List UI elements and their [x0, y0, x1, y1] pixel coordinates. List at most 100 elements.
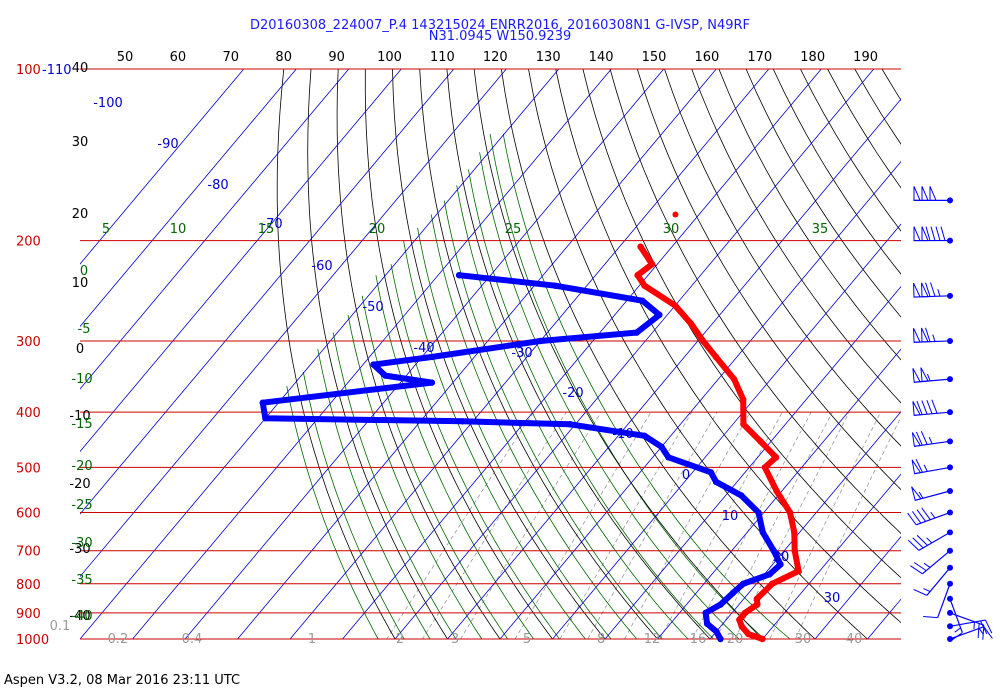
dewpoint-profile-point	[717, 601, 724, 608]
isotherm	[80, 69, 507, 578]
dewpoint-profile-point	[656, 311, 663, 319]
wind-barb-feather	[913, 562, 927, 572]
temperature-profile-point	[772, 454, 780, 461]
wind-barb-feather	[915, 431, 923, 446]
wind-barb-feather	[931, 399, 938, 414]
isotherm-label: -40	[413, 341, 434, 356]
dry-adiabat	[446, 69, 711, 639]
top-axis-label: 130	[536, 50, 561, 65]
wind-barb-feather	[916, 400, 923, 415]
wind-barb-staff	[915, 511, 951, 526]
wind-barb-half-feather	[927, 373, 931, 382]
dewpoint-profile-point	[738, 492, 745, 499]
isobars	[80, 68, 901, 640]
dewpoint-profile-point	[740, 580, 747, 587]
wind-barb-feather	[925, 327, 931, 342]
isotherm	[132, 69, 612, 639]
wind-barb-flag	[921, 282, 929, 298]
temperature-profile	[634, 243, 802, 642]
pressure-tick-label: 400	[16, 406, 41, 421]
wind-barb	[911, 431, 953, 447]
moist-adiabat	[502, 133, 791, 639]
isotherm	[867, 598, 901, 639]
isotherm	[762, 473, 901, 639]
theta-w-label: 15	[258, 222, 275, 237]
wind-barb-flag	[911, 459, 922, 475]
pressure-tick-label: 1000	[16, 633, 49, 648]
moist-adiabat-label: -40	[71, 609, 92, 624]
moist-adiabat-label: -20	[71, 459, 92, 474]
dewpoint-profile-point	[633, 329, 640, 336]
mixing-ratio-label: 5	[523, 632, 531, 647]
dry-adiabat	[691, 69, 901, 404]
diagram-grid	[80, 69, 1000, 651]
wind-barb-feather	[916, 534, 928, 546]
temperature-profile-point	[712, 353, 720, 361]
dry-adiabat	[718, 69, 901, 361]
temperature-profile-point	[740, 421, 747, 428]
isotherm-label: 20	[773, 550, 790, 565]
temperature-profile-point	[795, 567, 802, 575]
dewpoint-profile-point	[729, 589, 737, 597]
dewpoint-profile-point	[770, 547, 777, 554]
dewpoint-profile-point	[259, 399, 266, 406]
isotherm	[709, 411, 901, 639]
mixing-ratio-line	[624, 412, 751, 639]
wind-barb-feather	[930, 282, 936, 297]
top-axis-label: 150	[642, 50, 667, 65]
dewpoint-profile-point	[713, 628, 720, 635]
top-axis-label: 90	[328, 50, 345, 65]
moist-adiabat-label: -5	[78, 322, 91, 337]
dry-adiabat	[964, 69, 1000, 651]
dry-adiabat	[772, 69, 901, 275]
isotherm-label: -70	[261, 217, 282, 232]
moist-adiabat-label: 0	[80, 264, 88, 279]
wind-barb-feather	[907, 512, 917, 526]
dry-adiabat	[800, 69, 901, 232]
wind-barb-feather	[923, 616, 938, 619]
dry-adiabat	[854, 69, 901, 145]
pressure-tick-label: 700	[16, 545, 41, 560]
dry-adiabat	[419, 69, 659, 639]
wind-barb-flag	[913, 282, 921, 298]
moist-adiabat	[489, 133, 766, 639]
temperature-profile-point	[773, 487, 780, 495]
dewpoint-profile-point	[455, 271, 463, 279]
wind-barb-half-feather	[928, 436, 933, 445]
dewpoint-profile-point	[658, 443, 665, 450]
isotherm-label: -10	[612, 427, 633, 442]
wind-barb-station	[947, 509, 953, 516]
moist-adiabat	[347, 314, 483, 639]
wind-barb-feather	[935, 226, 941, 241]
isotherm-label: -80	[207, 178, 228, 193]
isotherm-label: -60	[311, 259, 332, 274]
isotherm	[604, 286, 901, 639]
wind-barb-half-feather	[937, 289, 941, 297]
dewpoint-profile-point	[755, 509, 762, 516]
top-axis-label: 140	[589, 50, 614, 65]
wind-barb-feather	[915, 458, 923, 473]
pressure-tick-label: 300	[16, 335, 41, 350]
dewpoint-profile-point	[382, 372, 389, 379]
dry-adiabat	[664, 69, 901, 447]
dewpoint-profile-point	[717, 635, 724, 643]
isotherm	[289, 69, 770, 639]
pressure-tick-label: 800	[16, 578, 41, 593]
wind-barb-feather	[926, 399, 933, 414]
wind-barb-flag	[912, 401, 921, 416]
wind-barb	[911, 486, 953, 501]
pressure-tick-label: 500	[16, 461, 41, 476]
chart-title: D20160308_224007_P.4 143215024 ENRR2016,…	[250, 18, 750, 33]
temperature-profile-point	[786, 509, 794, 516]
pressure-tick-label: 600	[16, 507, 41, 522]
wind-barb-flag	[920, 367, 929, 383]
wind-barb-feather	[930, 226, 936, 241]
isotherm-label: 0	[682, 468, 690, 483]
mixing-ratio-line	[421, 411, 567, 639]
top-axis-label: 70	[223, 50, 240, 65]
wind-barb-feather	[977, 623, 980, 639]
wind-barb-feather	[920, 431, 928, 445]
height-label: -40	[69, 609, 90, 624]
dry-adiabat	[636, 69, 901, 491]
